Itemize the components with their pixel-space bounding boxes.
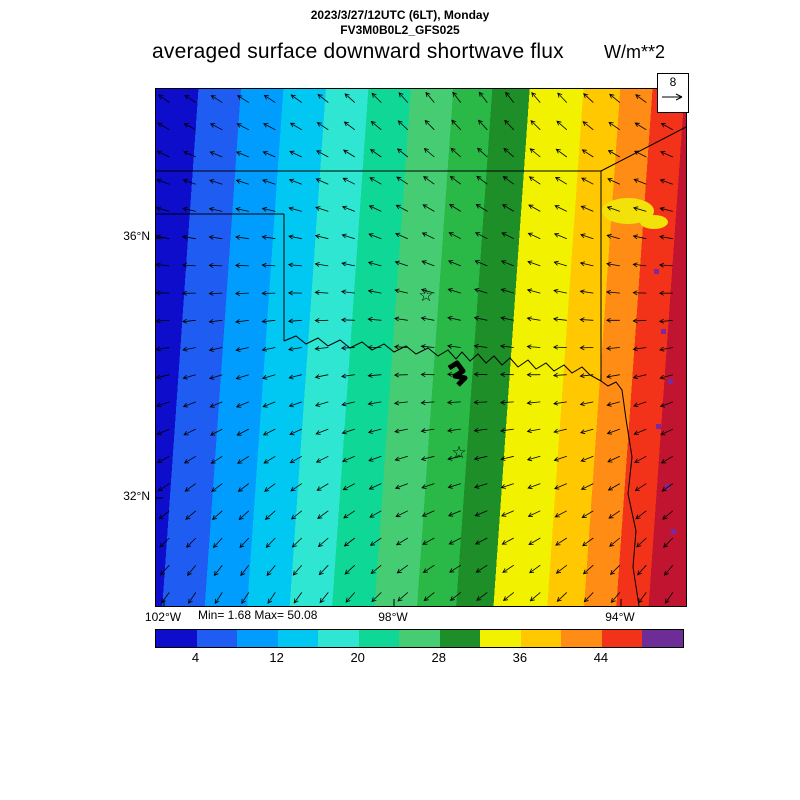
- colorbar-tick-label: 12: [269, 650, 284, 665]
- purple-flux-speckle: [661, 329, 666, 334]
- colorbar: [155, 629, 684, 648]
- river-blob: [447, 360, 468, 387]
- colorbar-tick-label: 4: [191, 650, 200, 665]
- state-boundary-line: [600, 380, 640, 606]
- colorbar-tick-label: 28: [431, 650, 446, 665]
- colorbar-segment: [358, 630, 400, 647]
- colorbar-tick-label: 20: [350, 650, 365, 665]
- colorbar-segment: [480, 630, 521, 647]
- purple-flux-speckle: [665, 484, 670, 489]
- colorbar-segment: [156, 630, 197, 647]
- colorbar-segment: [237, 630, 278, 647]
- wind-vector-arrows: [156, 91, 674, 605]
- plot-title: averaged surface downward shortwave flux: [152, 40, 564, 63]
- longitude-label: 94°W: [605, 610, 635, 624]
- purple-flux-speckle: [656, 424, 661, 429]
- wind-reference-arrow-icon: [662, 93, 683, 101]
- map-overlay-svg: ☆☆: [156, 91, 686, 606]
- colorbar-segment: [601, 630, 643, 647]
- wind-reference-value: 8: [669, 75, 677, 89]
- map-plot: ☆ ☆: [155, 88, 687, 607]
- colorbar-segment: [277, 630, 319, 647]
- longitude-label: 102°W: [144, 610, 182, 624]
- station-star-marker: ☆: [418, 286, 433, 306]
- colorbar-segment: [439, 630, 481, 647]
- header-model-name: FV3M0B0L2_GFS025: [340, 23, 460, 37]
- state-boundary-line: [283, 335, 602, 382]
- state-boundary-line: [600, 126, 686, 172]
- colorbar-segment: [642, 630, 683, 647]
- colorbar-segment: [318, 630, 359, 647]
- colorbar-segment: [520, 630, 562, 647]
- colorbar-segment: [399, 630, 440, 647]
- purple-flux-speckle: [668, 379, 673, 384]
- header-datetime: 2023/3/27/12UTC (6LT), Monday: [310, 8, 490, 22]
- colorbar-tick-label: 36: [512, 650, 528, 665]
- colorbar-segment: [561, 630, 602, 647]
- colorbar-segment: [196, 630, 238, 647]
- purple-flux-speckle: [654, 269, 659, 274]
- purple-flux-speckle: [671, 529, 676, 534]
- wind-reference-legend: 8: [657, 73, 689, 113]
- units-label: W/m**2: [604, 42, 666, 62]
- colorbar-tick-label: 44: [593, 650, 609, 665]
- latitude-label: 32°N: [123, 489, 150, 503]
- yellow-flux-patch: [602, 198, 654, 224]
- longitude-label: 98°W: [378, 610, 408, 624]
- station-star-marker: ☆: [451, 443, 466, 463]
- yellow-flux-patch: [640, 215, 668, 229]
- latitude-label: 36°N: [123, 229, 150, 243]
- min-max-stats: Min= 1.68 Max= 50.08: [198, 608, 318, 622]
